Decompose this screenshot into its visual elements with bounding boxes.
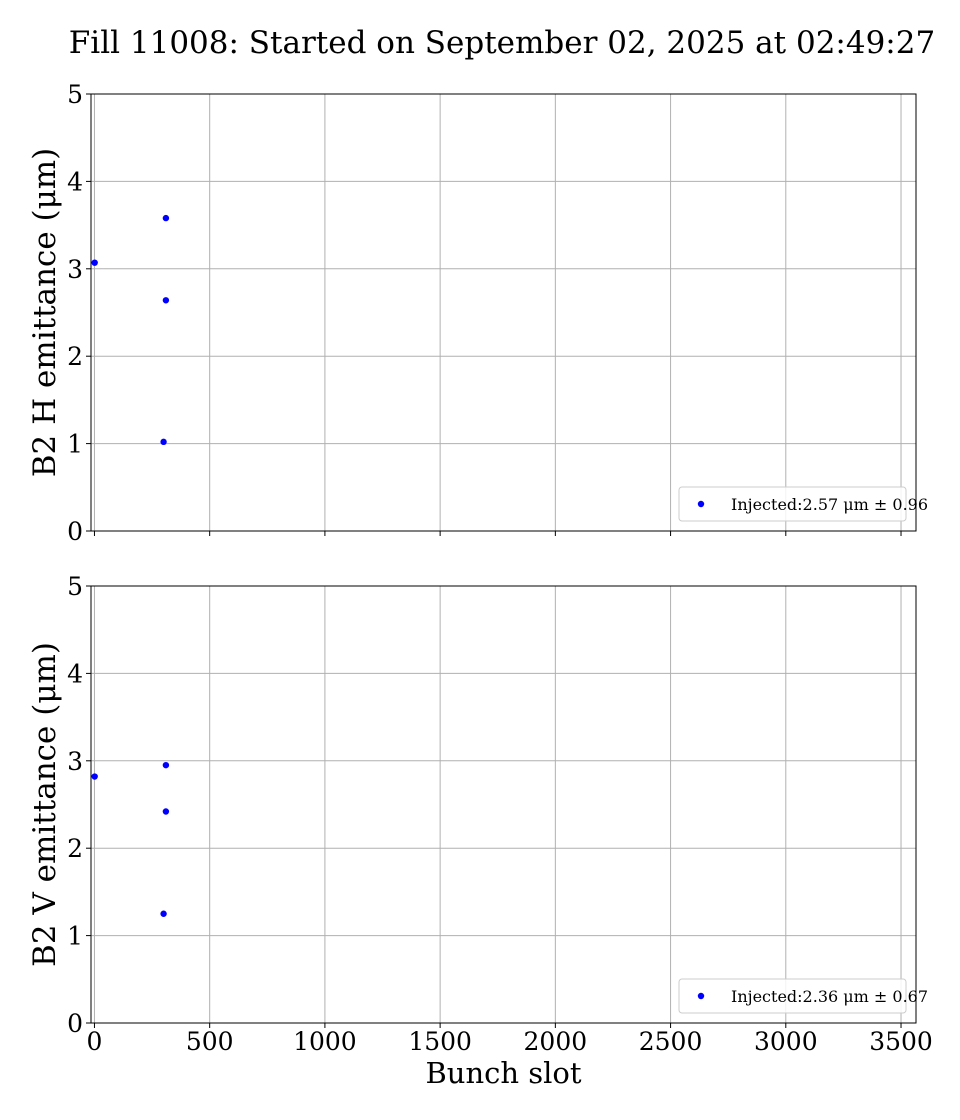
legend-box xyxy=(678,486,907,522)
data-point xyxy=(162,297,170,304)
data-point xyxy=(160,910,167,917)
y-axis-label: B2 H emittance (μm) xyxy=(27,148,63,478)
x-tick-label: 1500 xyxy=(408,1027,472,1056)
plot-frame xyxy=(90,585,917,1024)
y-tick-label: 0 xyxy=(67,517,83,546)
y-tick-label: 3 xyxy=(67,747,83,776)
legend-label: Injected:2.57 μm ± 0.96 xyxy=(731,495,928,514)
legend: Injected:2.57 μm ± 0.96 xyxy=(678,486,928,522)
legend-box xyxy=(678,978,907,1014)
data-point xyxy=(162,808,170,815)
y-tick-label: 1 xyxy=(67,922,83,951)
y-tick-label: 3 xyxy=(67,255,83,284)
y-tick-label: 4 xyxy=(67,167,83,196)
plot-panel-2: 0 500 1000 1500 2000 2500 3000 3500 0 1 2 3 4 5 B2 V e… xyxy=(27,572,933,1090)
x-tick-label: 500 xyxy=(186,1027,234,1056)
x-tick-label: 0 xyxy=(87,1027,103,1056)
plot-frame xyxy=(90,93,917,532)
plots-container: 0 1 2 3 4 5 B2 H emittance (μm) Injected:2.57 μ… xyxy=(27,80,933,1090)
x-tick-label: 2000 xyxy=(524,1027,588,1056)
legend-label: Injected:2.36 μm ± 0.67 xyxy=(731,987,928,1006)
y-tick-label: 2 xyxy=(67,834,83,863)
data-point xyxy=(91,773,98,780)
data-point xyxy=(160,438,167,446)
figure-title: Fill 11008: Started on September 02, 202… xyxy=(69,25,935,61)
x-axis-label: Bunch slot xyxy=(425,1056,581,1090)
legend-marker xyxy=(697,992,705,1000)
data-point xyxy=(91,259,98,266)
x-tick-label: 2500 xyxy=(639,1027,703,1056)
plot-panel-1: 0 1 2 3 4 5 B2 H emittance (μm) Injected:2.57 μ… xyxy=(27,80,928,546)
y-tick-label: 4 xyxy=(67,659,83,688)
x-tick-label: 1000 xyxy=(293,1027,357,1056)
data-point xyxy=(162,761,170,769)
y-tick-label: 2 xyxy=(67,342,83,371)
legend: Injected:2.36 μm ± 0.67 xyxy=(678,978,928,1014)
x-tick-label: 3000 xyxy=(754,1027,818,1056)
x-tick-label: 3500 xyxy=(869,1027,933,1056)
y-tick-label: 0 xyxy=(67,1009,83,1038)
y-axis-label: B2 V emittance (μm) xyxy=(27,642,63,967)
data-point xyxy=(162,214,170,222)
y-tick-label: 5 xyxy=(67,80,83,109)
legend-marker xyxy=(697,500,705,508)
y-tick-label: 5 xyxy=(67,572,83,601)
y-tick-label: 1 xyxy=(67,430,83,459)
